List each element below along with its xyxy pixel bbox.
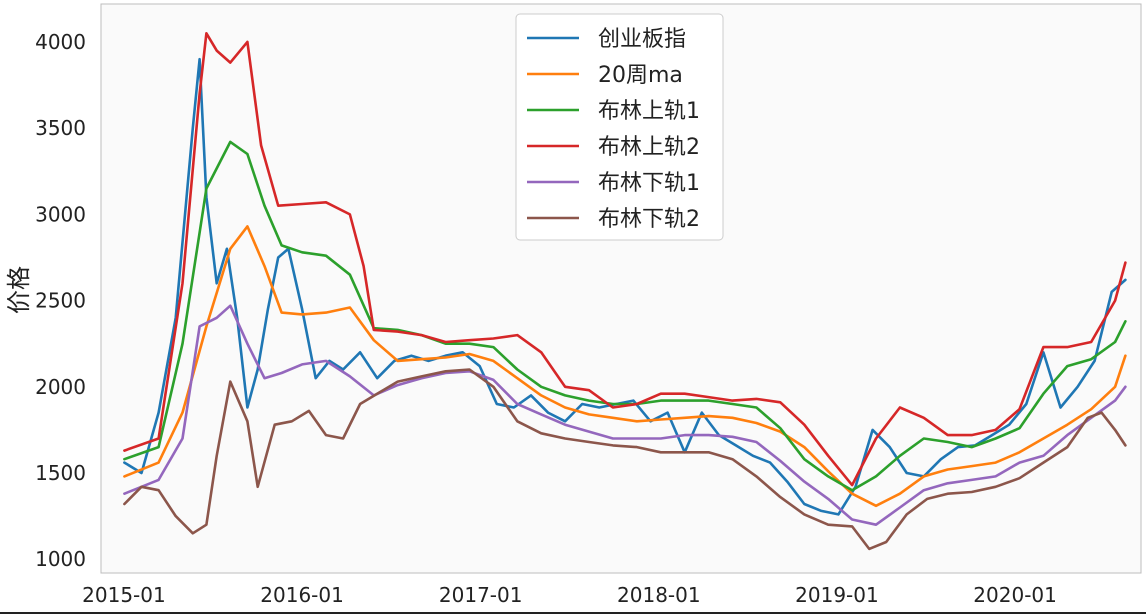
series-line-1 (123, 225, 1127, 508)
y-tick-label: 4000 (35, 30, 86, 54)
y-tick-label: 3500 (35, 116, 86, 140)
y-tick-label: 1500 (35, 461, 86, 485)
x-tick-label: 2017-01 (439, 583, 523, 607)
series-line-0 (123, 57, 1127, 516)
y-tick-label: 2500 (35, 289, 86, 313)
x-tick-label: 2016-01 (260, 583, 344, 607)
legend-label: 布林下轨1 (598, 171, 700, 196)
y-axis-ticks: 1000 1500 2000 2500 3000 3500 4000 (35, 30, 86, 571)
legend-label: 20周ma (598, 63, 683, 88)
series-line-4 (123, 304, 1127, 527)
legend-label: 创业板指 (598, 27, 686, 52)
x-tick-label: 2018-01 (617, 583, 701, 607)
legend-label: 布林上轨1 (598, 99, 700, 124)
series-line-5 (123, 368, 1127, 551)
series-line-3 (123, 31, 1127, 487)
x-axis-ticks: 2015-01 2016-01 2017-01 2018-01 2019-01 2020-… (82, 583, 1057, 607)
y-tick-label: 2000 (35, 375, 86, 399)
y-tick-label: 3000 (35, 202, 86, 226)
series-lines (123, 31, 1127, 551)
series-line-2 (123, 140, 1127, 492)
x-tick-label: 2020-01 (973, 583, 1057, 607)
legend-label: 布林下轨2 (598, 207, 700, 232)
legend-label: 布林上轨2 (598, 135, 700, 160)
legend: 创业板指 20周ma 布林上轨1 布林上轨2 布林下轨1 布林下轨2 (515, 13, 724, 241)
x-tick-label: 2015-01 (82, 583, 166, 607)
x-tick-label: 2019-01 (795, 583, 879, 607)
legend-box (515, 13, 724, 241)
y-tick-label: 1000 (35, 547, 86, 571)
y-axis-title: 价格 (5, 266, 33, 314)
